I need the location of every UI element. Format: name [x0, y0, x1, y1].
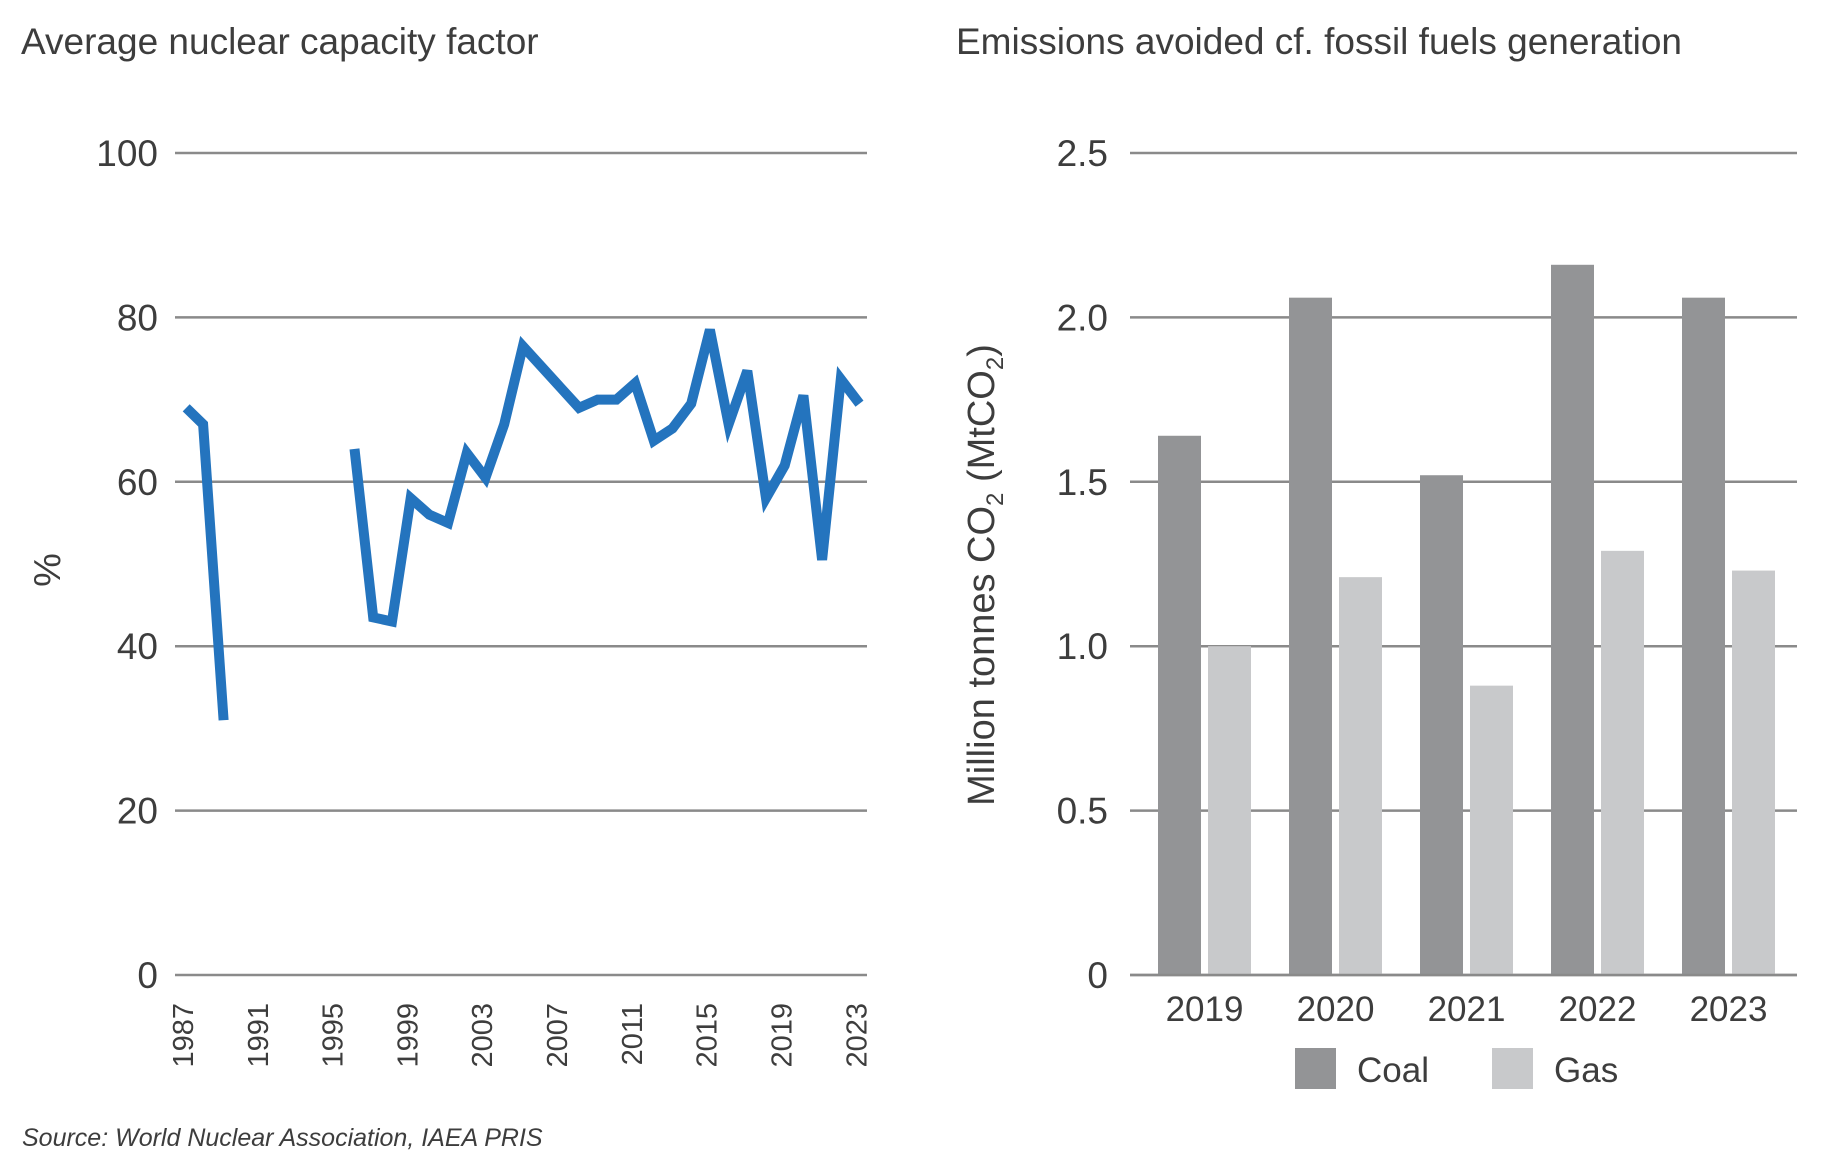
bar-gas-2023	[1732, 570, 1775, 975]
bar-coal-2023	[1682, 297, 1725, 975]
right-bars	[1130, 264, 1797, 977]
ylabel-sub-2: 2	[982, 357, 1009, 370]
right-y-tick: 2.5	[1057, 133, 1108, 174]
left-y-tick: 100	[96, 133, 158, 174]
left-x-tick-labels: 1987 1991 1995 1999 2003 2007 2011 2015 2019 2023	[168, 1003, 873, 1068]
right-x-tick: 2019	[1166, 990, 1244, 1029]
bar-gas-2022	[1601, 550, 1644, 975]
left-x-tick: 2007	[542, 1003, 574, 1068]
capacity-factor-line	[349, 328, 864, 628]
bar-coal-2020	[1289, 297, 1332, 975]
left-x-tick: 2019	[766, 1003, 798, 1068]
legend-swatch-coal	[1295, 1048, 1336, 1089]
right-y-tick: 0	[1087, 955, 1108, 996]
ylabel-sub-1: 2	[982, 493, 1009, 506]
left-x-tick: 2003	[467, 1003, 499, 1068]
legend-swatch-gas	[1492, 1048, 1533, 1089]
left-y-tick: 60	[117, 462, 158, 503]
left-x-tick: 2023	[841, 1003, 873, 1068]
left-y-tick-labels: 0 20 40 60 80 100	[96, 133, 158, 996]
left-gridlines	[175, 151, 867, 977]
bar-gas-2019	[1208, 646, 1251, 975]
bar-coal-2022	[1551, 264, 1594, 975]
legend-label-gas: Gas	[1554, 1051, 1618, 1090]
bar-coal-2021	[1420, 475, 1463, 975]
left-x-tick: 2011	[617, 1003, 649, 1065]
left-y-tick: 80	[117, 297, 158, 338]
left-x-tick: 1991	[243, 1003, 275, 1068]
left-x-tick: 1995	[318, 1003, 350, 1068]
left-x-tick: 2015	[692, 1003, 724, 1068]
capacity-factor-chart: Average nuclear capacity factor 0 20 40 60 8…	[21, 21, 873, 1068]
left-y-tick: 20	[117, 791, 158, 832]
bar-coal-2019	[1158, 435, 1201, 975]
ylabel-part-pre: Million tonnes CO	[961, 506, 1003, 806]
right-y-tick: 0.5	[1057, 791, 1108, 832]
left-y-tick: 0	[137, 955, 158, 996]
right-chart-title: Emissions avoided cf. fossil fuels gener…	[956, 21, 1682, 62]
bar-gas-2020	[1339, 577, 1382, 975]
right-y-tick-labels: 0 0.5 1.0 1.5 2.0 2.5	[1057, 133, 1108, 996]
source-note: Source: World Nuclear Association, IAEA …	[22, 1124, 543, 1152]
legend-label-coal: Coal	[1357, 1051, 1429, 1090]
right-y-tick: 1.5	[1057, 462, 1108, 503]
left-x-tick: 1987	[168, 1003, 200, 1068]
right-x-tick: 2022	[1559, 990, 1637, 1029]
right-y-axis-label: Million tonnes CO2 (MtCO2)	[961, 344, 1009, 806]
ylabel-part-post: )	[961, 344, 1003, 357]
capacity-factor-series	[182, 328, 864, 721]
left-chart-title: Average nuclear capacity factor	[21, 21, 539, 62]
bar-gas-2021	[1470, 685, 1513, 975]
ylabel-part-mid: (MtCO	[961, 370, 1003, 492]
right-y-tick: 2.0	[1057, 297, 1108, 338]
right-x-tick: 2023	[1690, 990, 1768, 1029]
right-x-tick: 2021	[1428, 990, 1506, 1029]
left-x-tick: 1999	[392, 1003, 424, 1068]
right-x-tick-labels: 2019 2020 2021 2022 2023	[1166, 990, 1768, 1029]
left-y-axis-label: %	[27, 553, 69, 587]
right-y-tick: 1.0	[1057, 626, 1108, 667]
legend: Coal Gas	[1295, 1048, 1618, 1090]
emissions-avoided-chart: Emissions avoided cf. fossil fuels gener…	[956, 21, 1797, 1090]
right-x-tick: 2020	[1297, 990, 1375, 1029]
capacity-factor-line	[182, 404, 229, 721]
left-y-tick: 40	[117, 626, 158, 667]
